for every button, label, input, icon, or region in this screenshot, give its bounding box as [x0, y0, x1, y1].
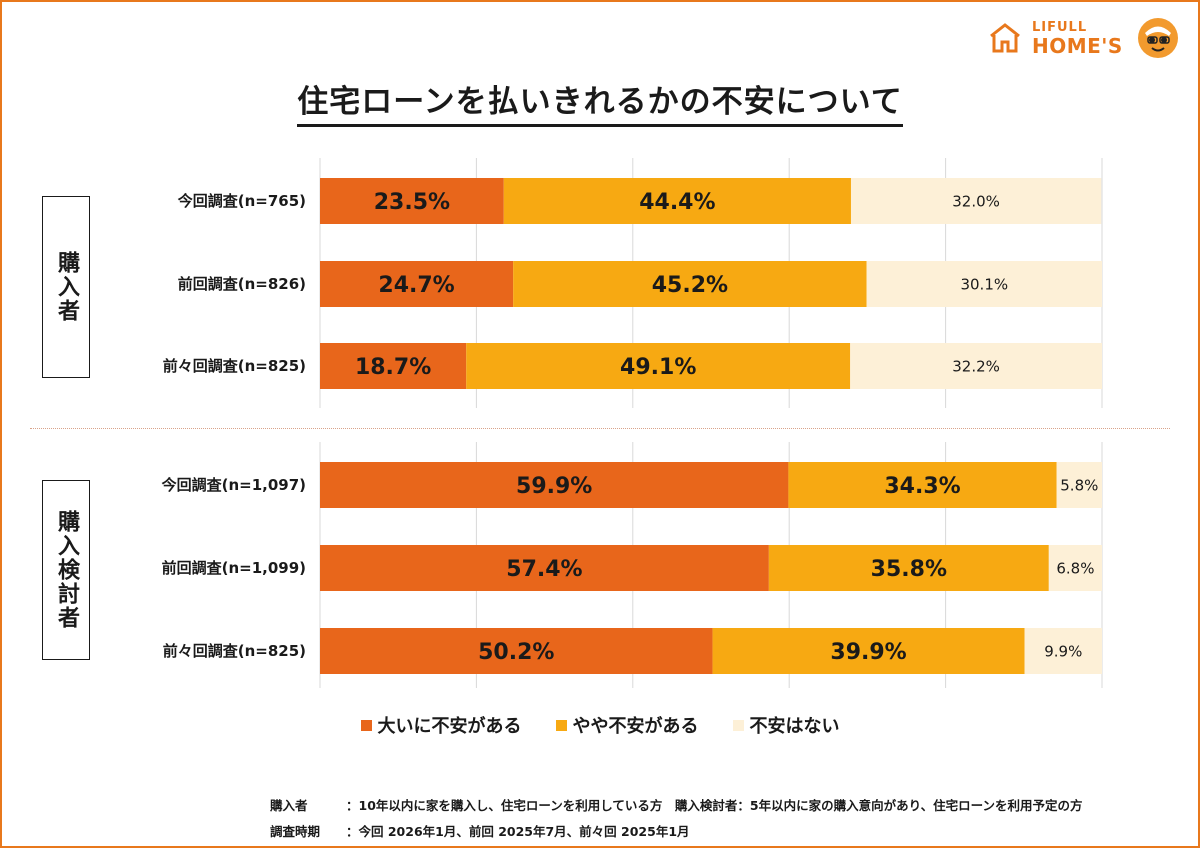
legend-item-somewhat: やや不安がある [555, 712, 699, 738]
data-label: 32.2% [952, 358, 1000, 376]
group-label-buyers: 購入者 [42, 196, 90, 378]
bar-segment [768, 545, 1049, 591]
bar-segment [320, 628, 713, 674]
data-label: 59.9% [516, 474, 592, 499]
footnote-key: 購入者 [270, 798, 308, 813]
data-label: 39.9% [830, 640, 906, 665]
data-label: 34.3% [884, 474, 960, 499]
bar-segment [320, 545, 769, 591]
bar-segment [503, 178, 851, 224]
bar-segment [320, 178, 504, 224]
legend-item-strong: 大いに不安がある [360, 712, 522, 738]
bar-segment [466, 343, 851, 389]
data-label: 49.1% [620, 355, 696, 380]
data-label: 50.2% [478, 640, 554, 665]
data-label: 57.4% [506, 557, 582, 582]
lifull-homes-logo: LIFULL HOME'S [986, 16, 1182, 62]
bar-segment [513, 261, 867, 307]
data-label: 35.8% [871, 557, 947, 582]
legend: 大いに不安がある やや不安がある 不安はない [0, 712, 1200, 738]
mascot-icon [1138, 18, 1178, 58]
group-label-considering: 購入検討者 [42, 480, 90, 660]
bar-segment [866, 261, 1102, 307]
data-label: 24.7% [378, 273, 454, 298]
logo-text-bottom: HOME'S [1032, 34, 1123, 58]
bar-segment [850, 343, 1102, 389]
bar-segment [712, 628, 1025, 674]
footnote-key: 調査時期 [270, 824, 321, 839]
row-label: 前回調査(n=826) [177, 275, 306, 293]
house-logo-icon [990, 23, 1020, 53]
chart-title: 住宅ローンを払いきれるかの不安について [0, 76, 1200, 127]
legend-label: 大いに不安がある [377, 716, 522, 737]
data-label: 32.0% [952, 193, 1000, 211]
row-label: 今回調査(n=1,097) [161, 476, 306, 494]
row-label: 前々回調査(n=825) [162, 642, 306, 660]
bar-segment [320, 343, 467, 389]
data-label: 23.5% [374, 190, 450, 215]
footnote-text: ：今回 2026年1月、前回 2025年7月、前々回 2025年1月 [346, 824, 690, 839]
row-label: 前回調査(n=1,099) [161, 559, 306, 577]
data-label: 18.7% [355, 355, 431, 380]
row-label: 前々回調査(n=825) [162, 357, 306, 375]
legend-swatch-strong [360, 719, 372, 731]
bar-segment [320, 261, 514, 307]
data-label: 5.8% [1060, 477, 1098, 495]
bar-segment [788, 462, 1057, 508]
legend-item-none: 不安はない [732, 712, 840, 738]
footnote-row: 購入者 ：10年以内に家を購入し、住宅ローンを利用している方 購入検討者：5年以… [270, 793, 1082, 819]
legend-label: 不安はない [749, 716, 840, 737]
legend-swatch-somewhat [555, 719, 567, 731]
legend-label: やや不安がある [572, 716, 699, 737]
bar-segment [1056, 462, 1102, 508]
bar-segment [320, 462, 789, 508]
footnote-row: 調査時期 ：今回 2026年1月、前回 2025年7月、前々回 2025年1月 [270, 819, 1082, 845]
data-label: 44.4% [639, 190, 715, 215]
data-label: 9.9% [1044, 643, 1082, 661]
legend-swatch-none [732, 719, 744, 731]
bar-segment [1024, 628, 1102, 674]
logo-text-top: LIFULL [1032, 20, 1088, 35]
data-label: 45.2% [652, 273, 728, 298]
footnotes: 購入者 ：10年以内に家を購入し、住宅ローンを利用している方 購入検討者：5年以… [270, 793, 1082, 845]
data-label: 30.1% [960, 276, 1008, 294]
data-label: 6.8% [1056, 560, 1094, 578]
footnote-text: ：10年以内に家を購入し、住宅ローンを利用している方 購入検討者：5年以内に家の… [346, 798, 1083, 813]
group-divider [30, 428, 1170, 429]
row-label: 今回調査(n=765) [177, 192, 306, 210]
bar-segment [850, 178, 1102, 224]
bar-segment [1048, 545, 1102, 591]
